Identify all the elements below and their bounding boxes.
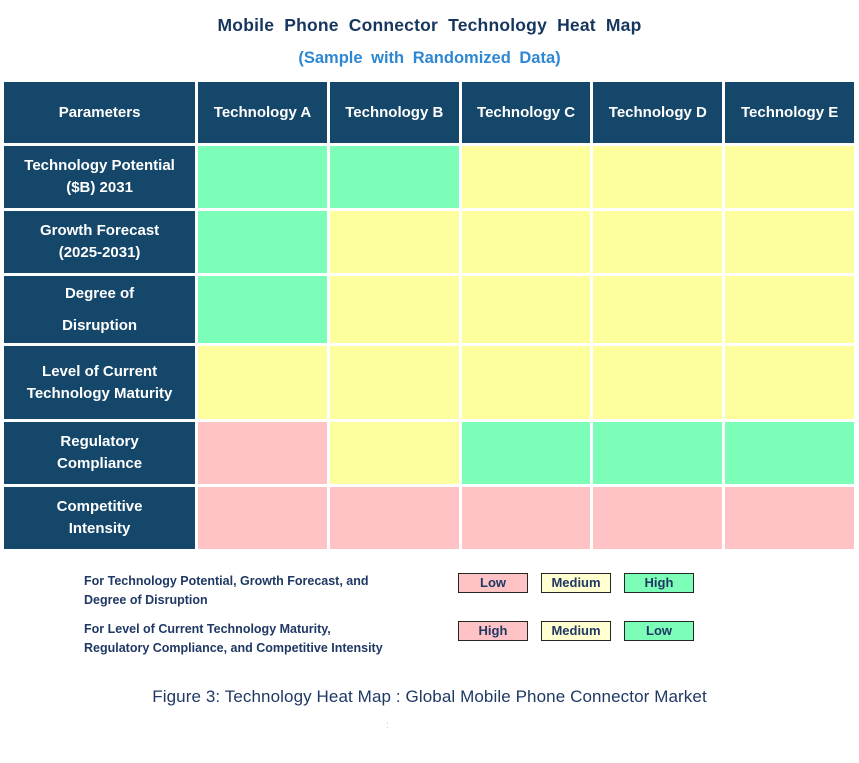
legend-row-direct-scale: For Technology Potential, Growth Forecas… [84, 572, 744, 611]
legend-row-inverted-scale: For Level of Current Technology Maturity… [84, 620, 744, 659]
column-header-technology-e: Technology E [725, 82, 854, 143]
heatmap-cell [329, 422, 459, 484]
legend-swatch-low: Low [624, 620, 694, 641]
heatmap-cell [461, 422, 591, 484]
table-row-technology-potential: Technology Potential ($B) 2031 [4, 146, 854, 208]
heatmap-cell [593, 422, 723, 484]
heatmap-cell [329, 487, 459, 549]
legend-swatch-medium: Medium [541, 620, 611, 641]
heatmap-cell [593, 276, 723, 343]
table-row-regulatory-compliance: Regulatory Compliance [4, 422, 854, 484]
legend: For Technology Potential, Growth Forecas… [84, 572, 744, 659]
legend-boxes: Low Medium High [458, 573, 694, 593]
stray-mark: : [386, 720, 389, 731]
row-label-regulatory-compliance: Regulatory Compliance [4, 422, 196, 484]
heatmap-cell [198, 146, 327, 208]
row-label-growth-forecast: Growth Forecast (2025-2031) [4, 211, 196, 273]
heatmap-cell [329, 276, 459, 343]
heatmap-cell [593, 487, 723, 549]
heatmap-cell [725, 276, 854, 343]
legend-swatch-high: High [458, 620, 528, 641]
row-label-technology-potential: Technology Potential ($B) 2031 [4, 146, 196, 208]
row-label-competitive-intensity: Competitive Intensity [4, 487, 196, 549]
column-header-technology-c: Technology C [461, 82, 591, 143]
legend-swatch-high: High [624, 573, 694, 593]
heatmap-cell [593, 146, 723, 208]
legend-description: For Level of Current Technology Maturity… [84, 621, 383, 656]
table-row-technology-maturity: Level of Current Technology Maturity [4, 346, 854, 419]
heatmap-cell [593, 346, 723, 419]
heatmap-cell [198, 487, 327, 549]
heatmap-cell [329, 211, 459, 273]
legend-swatch-low: Low [458, 573, 528, 593]
legend-description: For Technology Potential, Growth Forecas… [84, 574, 369, 608]
page-subtitle: (Sample with Randomized Data) [298, 49, 561, 67]
heatmap-cell [725, 422, 854, 484]
column-header-technology-d: Technology D [593, 82, 723, 143]
column-header-technology-b: Technology B [329, 82, 459, 143]
row-label-degree-of-disruption: Degree of Disruption [4, 276, 196, 343]
heatmap-cell [725, 146, 854, 208]
heatmap-cell [461, 487, 591, 549]
heatmap-table: Parameters Technology A Technology B Tec… [1, 79, 857, 552]
heatmap-cell [725, 211, 854, 273]
table-row-degree-of-disruption: Degree of Disruption [4, 276, 854, 343]
heatmap-cell [461, 211, 591, 273]
column-header-technology-a: Technology A [198, 82, 327, 143]
legend-swatch-medium: Medium [541, 573, 611, 593]
heatmap-cell [329, 146, 459, 208]
heatmap-cell [461, 346, 591, 419]
heatmap-cell [461, 276, 591, 343]
heatmap-cell [725, 487, 854, 549]
heatmap-cell [198, 276, 327, 343]
legend-boxes: High Medium Low [458, 620, 694, 641]
page-title: Mobile Phone Connector Technology Heat M… [217, 15, 642, 35]
heatmap-cell [198, 211, 327, 273]
heatmap-cell [461, 146, 591, 208]
column-header-parameters: Parameters [4, 82, 196, 143]
heatmap-cell [725, 346, 854, 419]
heatmap-cell [593, 211, 723, 273]
heatmap-cell [329, 346, 459, 419]
heatmap-cell [198, 346, 327, 419]
header-row: Parameters Technology A Technology B Tec… [4, 82, 854, 143]
row-label-technology-maturity: Level of Current Technology Maturity [4, 346, 196, 419]
table-row-competitive-intensity: Competitive Intensity [4, 487, 854, 549]
figure-caption: Figure 3: Technology Heat Map : Global M… [152, 686, 707, 706]
heatmap-cell [198, 422, 327, 484]
table-row-growth-forecast: Growth Forecast (2025-2031) [4, 211, 854, 273]
